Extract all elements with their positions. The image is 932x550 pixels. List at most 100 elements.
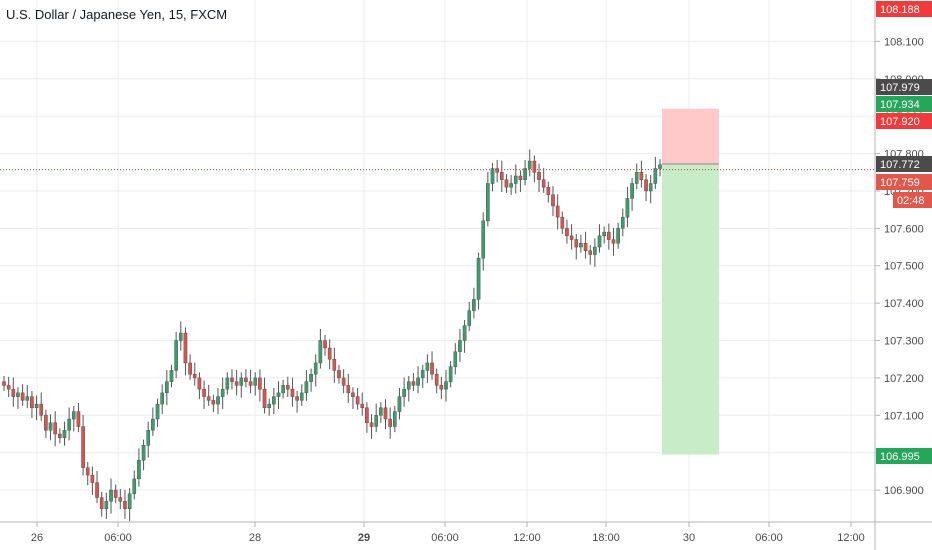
price-label-box bbox=[876, 79, 932, 95]
candle-body bbox=[374, 415, 378, 427]
candle-body bbox=[579, 243, 583, 248]
candle-body bbox=[290, 388, 295, 397]
candle-body bbox=[299, 392, 304, 401]
candle-body bbox=[62, 430, 67, 438]
candle-body bbox=[225, 377, 230, 390]
candle-body bbox=[351, 392, 355, 397]
candle-body bbox=[281, 385, 285, 394]
candle-body bbox=[416, 377, 420, 386]
candle-body bbox=[327, 347, 332, 360]
x-tick-label: 28 bbox=[249, 532, 261, 544]
candle-body bbox=[360, 403, 365, 409]
candle-body bbox=[620, 216, 625, 229]
candle-body bbox=[444, 381, 448, 390]
candle-body bbox=[67, 418, 71, 431]
candle-body bbox=[25, 396, 30, 401]
candle-body bbox=[211, 400, 216, 405]
x-tick-label: 12:00 bbox=[513, 532, 541, 544]
candle-body bbox=[555, 205, 560, 218]
candle-body bbox=[53, 422, 57, 435]
candle-body bbox=[518, 175, 523, 180]
candle-body bbox=[318, 340, 323, 364]
candle-body bbox=[309, 373, 313, 382]
candle-body bbox=[527, 160, 532, 169]
candle-body bbox=[155, 403, 160, 420]
candle-body bbox=[272, 396, 276, 405]
candle-body bbox=[253, 377, 258, 386]
candle-body bbox=[188, 362, 192, 375]
price-label-text: 106.995 bbox=[880, 451, 920, 463]
candle-body bbox=[597, 235, 602, 248]
candle-body bbox=[230, 377, 234, 382]
candle-body bbox=[486, 183, 490, 222]
candle-body bbox=[109, 489, 113, 502]
position-zones[interactable] bbox=[662, 108, 719, 455]
candle-body bbox=[216, 396, 220, 405]
x-tick-label: 06:00 bbox=[104, 532, 132, 544]
stop-loss-zone bbox=[662, 108, 719, 165]
candle-body bbox=[537, 172, 541, 180]
candle-body bbox=[276, 392, 281, 397]
candle-body bbox=[607, 231, 611, 240]
candle-body bbox=[462, 325, 467, 341]
candle-body bbox=[95, 482, 99, 498]
candle-body bbox=[500, 172, 504, 180]
y-tick-label: 107.600 bbox=[884, 223, 924, 235]
candle-body bbox=[267, 403, 271, 409]
candle-body bbox=[658, 164, 662, 169]
candle-body bbox=[2, 381, 6, 386]
candle-body bbox=[648, 183, 653, 192]
candle-body bbox=[11, 388, 16, 397]
candle-body bbox=[355, 396, 360, 405]
candle-body bbox=[430, 362, 434, 375]
countdown-box bbox=[893, 192, 932, 208]
candle-body bbox=[383, 407, 388, 420]
candle-body bbox=[239, 377, 244, 386]
candle-body bbox=[262, 388, 267, 409]
candle-body bbox=[20, 392, 25, 401]
x-tick-label: 06:00 bbox=[755, 532, 783, 544]
candle-body bbox=[332, 359, 337, 371]
candle-body bbox=[58, 433, 62, 438]
candle-body bbox=[569, 235, 574, 240]
price-label-text: 107.934 bbox=[880, 99, 920, 111]
candle-body bbox=[583, 243, 588, 251]
candle-body bbox=[546, 187, 551, 195]
candle-body bbox=[560, 216, 565, 229]
price-label-box bbox=[876, 1, 932, 17]
candle-body bbox=[369, 422, 374, 427]
candle-body bbox=[197, 377, 202, 390]
y-tick-label: 106.900 bbox=[884, 485, 924, 497]
candle-body bbox=[453, 351, 458, 367]
candle-body bbox=[467, 310, 472, 326]
candle-body bbox=[379, 407, 383, 416]
candle-body bbox=[71, 411, 76, 420]
candle-body bbox=[602, 231, 606, 237]
x-axis-ticks[interactable]: 26 06:00 28 29 06:00 12:00 18:00 30 06:00 12:00 bbox=[31, 522, 865, 544]
candle-body bbox=[365, 407, 369, 423]
candle-body bbox=[234, 381, 239, 386]
candle-body bbox=[39, 403, 44, 416]
candle-body bbox=[160, 392, 164, 405]
candle-body bbox=[286, 385, 290, 390]
candle-body bbox=[146, 430, 151, 446]
y-tick-label: 107.400 bbox=[884, 298, 924, 310]
candle-body bbox=[630, 183, 634, 199]
candle-body bbox=[490, 168, 495, 184]
candle-body bbox=[411, 381, 416, 386]
price-label-text: 107.772 bbox=[880, 159, 920, 171]
candle-body bbox=[99, 497, 104, 509]
candle-body bbox=[541, 179, 546, 188]
candle-body bbox=[476, 258, 481, 300]
candle-body bbox=[472, 299, 476, 311]
candle-body bbox=[141, 445, 146, 461]
candle-body bbox=[593, 246, 597, 255]
candle-body bbox=[565, 228, 569, 237]
candle-body bbox=[30, 396, 34, 409]
candle-body bbox=[48, 422, 53, 431]
price-label-box bbox=[876, 96, 932, 112]
candle-body bbox=[123, 501, 127, 509]
countdown-text: 02:48 bbox=[897, 195, 925, 207]
candle-body bbox=[81, 426, 85, 468]
